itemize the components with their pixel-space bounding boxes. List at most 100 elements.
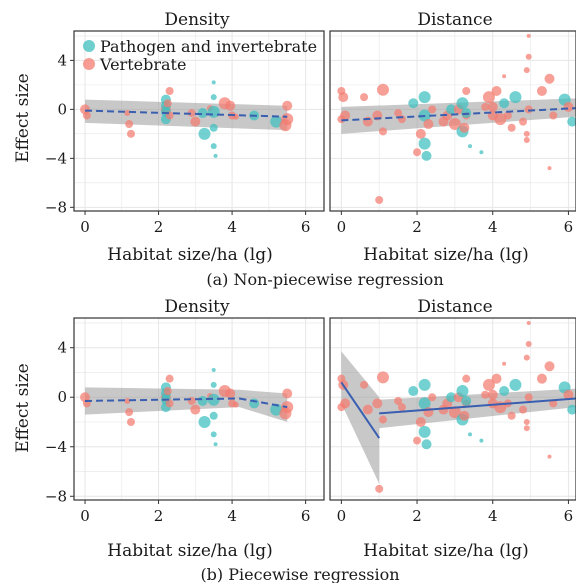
density-a-ci-band-0 xyxy=(85,99,288,131)
distance-a-point-pathogen xyxy=(421,150,432,161)
density-b-point-vertebrate xyxy=(165,399,174,408)
density-a-fit-line-0 xyxy=(84,109,288,118)
density-a-point-vertebrate xyxy=(281,113,294,126)
density-b-point-pathogen xyxy=(270,403,283,416)
density-b-x-tick-label: 0 xyxy=(80,507,90,525)
distance-b-point-pathogen xyxy=(418,397,431,410)
distance-b-point-pathogen xyxy=(509,378,522,391)
distance-a-point-vertebrate xyxy=(507,123,516,132)
x-axis-title-density-a: Habitat size/ha (lg) xyxy=(107,245,272,265)
density-a-y-tick-label: −8 xyxy=(45,198,67,216)
distance-b-point-vertebrate xyxy=(340,398,351,409)
distance-b-point-vertebrate xyxy=(448,406,461,419)
distance-b-point-vertebrate xyxy=(413,436,422,445)
distance-a-point-pathogen xyxy=(499,98,510,109)
y-axis-title-a: Effect size xyxy=(13,73,33,162)
density-b-point-pathogen xyxy=(209,411,218,420)
distance-a-point-vertebrate xyxy=(482,91,495,104)
distance-a-point-vertebrate xyxy=(525,53,532,60)
legend-label-pathogen: Pathogen and invertebrate xyxy=(100,37,317,56)
distance-a-point-vertebrate xyxy=(415,128,426,139)
distance-a-point-pathogen xyxy=(509,91,522,104)
distance-a-point-pathogen xyxy=(418,137,431,150)
distance-a-point-vertebrate xyxy=(481,102,490,111)
density-b-plot-area xyxy=(80,368,294,447)
distance-a-fit-line-0 xyxy=(341,107,576,122)
distance-b-point-vertebrate xyxy=(507,411,516,420)
density-b-point-vertebrate xyxy=(163,387,172,396)
density-b-point-vertebrate xyxy=(225,388,236,399)
distance-b-point-pathogen xyxy=(461,395,472,406)
distance-a-point-vertebrate xyxy=(526,33,531,38)
density-a-point-pathogen xyxy=(198,127,211,140)
density-a-point-vertebrate xyxy=(124,110,131,117)
distance-a-point-vertebrate xyxy=(394,109,403,118)
distance-a-point-vertebrate xyxy=(423,119,434,130)
x-axis-title-density-b: Habitat size/ha (lg) xyxy=(107,541,272,561)
distance-b-point-vertebrate xyxy=(378,415,387,424)
distance-b-point-vertebrate xyxy=(523,425,530,432)
distance-b-plot-area xyxy=(337,320,576,493)
distance-a-point-vertebrate xyxy=(523,130,530,137)
density-a-point-pathogen xyxy=(197,108,208,119)
distance-b-point-vertebrate xyxy=(375,484,384,493)
distance-a-point-vertebrate xyxy=(462,87,471,95)
figure-b: Effect size Density Distance 0 2 4 6−8−404 … xyxy=(13,297,576,583)
distance-b-point-vertebrate xyxy=(526,320,531,325)
distance-b-point-vertebrate xyxy=(459,410,470,421)
facet-title-distance-a: Distance xyxy=(417,10,492,30)
distance-b-point-vertebrate xyxy=(376,371,389,384)
distance-b-point-vertebrate xyxy=(563,389,574,400)
density-a-border xyxy=(73,30,325,212)
density-b-x-tick-label: 4 xyxy=(227,507,237,525)
distance-a-point-vertebrate xyxy=(523,67,530,74)
distance-b-point-vertebrate xyxy=(524,393,533,402)
density-a-x-tick-label: 4 xyxy=(227,218,237,236)
density-b-point-vertebrate xyxy=(282,388,293,399)
distance-a-point-vertebrate xyxy=(549,111,558,120)
distance-a-point-vertebrate xyxy=(375,195,384,204)
distance-b-point-vertebrate xyxy=(481,390,490,399)
density-b-point-vertebrate xyxy=(126,418,135,426)
density-a-y-tick-label: 0 xyxy=(57,100,67,118)
density-a-point-pathogen xyxy=(210,143,217,150)
distance-a-point-vertebrate xyxy=(544,73,555,84)
density-b-y-tick-label: −8 xyxy=(45,487,67,505)
density-a-point-pathogen xyxy=(270,115,283,128)
distance-a-point-vertebrate xyxy=(360,93,369,102)
panel-distance-a: 0 2 4 6 xyxy=(329,30,576,236)
density-b-point-pathogen xyxy=(210,431,217,438)
distance-a-point-vertebrate xyxy=(547,166,552,171)
distance-a-point-vertebrate xyxy=(487,101,498,112)
distance-a-x-tick-label: 6 xyxy=(564,218,574,236)
distance-a-point-pathogen xyxy=(418,91,431,104)
density-b-point-vertebrate xyxy=(232,401,239,408)
distance-b-x-tick-label: 6 xyxy=(564,507,574,525)
distance-b-point-vertebrate xyxy=(536,373,547,384)
distance-a-point-vertebrate xyxy=(459,122,470,133)
distance-a-plot-area xyxy=(337,33,576,204)
facet-title-density-a: Density xyxy=(164,10,230,30)
distance-a-point-pathogen xyxy=(408,98,419,109)
y-axis-title-b: Effect size xyxy=(13,363,33,452)
density-a-point-pathogen xyxy=(213,153,218,158)
distance-a-point-pathogen xyxy=(479,150,484,155)
distance-a-point-vertebrate xyxy=(523,136,530,143)
distance-b-point-pathogen xyxy=(479,438,484,443)
distance-b-point-pathogen xyxy=(421,439,432,450)
distance-b-point-vertebrate xyxy=(549,399,558,408)
density-a-point-pathogen xyxy=(210,94,217,101)
distance-b-point-pathogen xyxy=(418,378,431,391)
distance-b-point-pathogen xyxy=(468,432,473,437)
density-b-point-vertebrate xyxy=(187,396,196,405)
distance-a-point-vertebrate xyxy=(338,92,349,103)
density-a-point-vertebrate xyxy=(126,129,135,138)
distance-a-point-pathogen xyxy=(446,104,457,115)
distance-a-point-vertebrate xyxy=(428,105,437,114)
density-a-point-pathogen xyxy=(209,123,218,132)
distance-a-x-tick-label: 4 xyxy=(488,218,498,236)
density-a-x-tick-label: 6 xyxy=(301,218,311,236)
distance-a-point-vertebrate xyxy=(503,111,512,120)
density-b-point-pathogen xyxy=(213,442,218,447)
density-a-point-vertebrate xyxy=(163,99,172,108)
